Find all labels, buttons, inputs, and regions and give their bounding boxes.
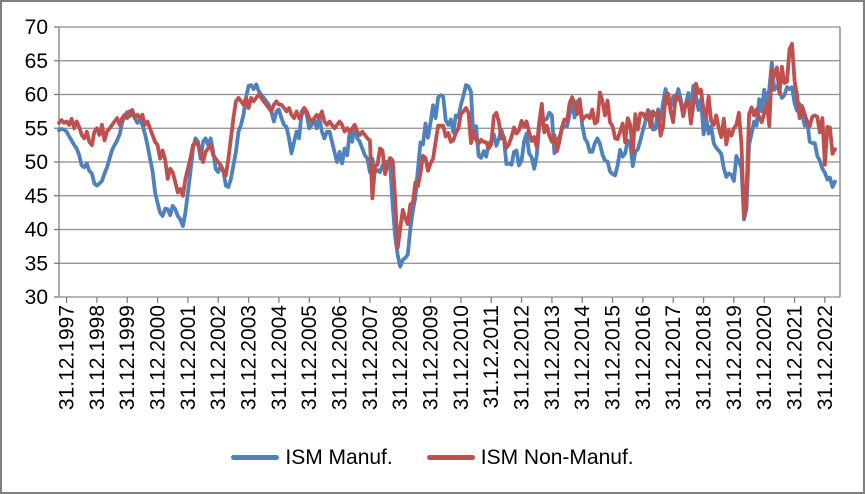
- legend-item-ism-non-manuf: ISM Non-Manuf.: [426, 445, 634, 469]
- x-axis-label: 31.12.2012: [511, 305, 534, 410]
- x-axis-label: 31.12.2005: [298, 305, 321, 410]
- x-axis-label: 31.12.2008: [389, 305, 412, 410]
- x-axis-label: 31.12.1999: [116, 305, 139, 410]
- x-axis-label: 31.12.2016: [632, 305, 655, 410]
- x-axis-label: 31.12.2004: [268, 305, 291, 410]
- legend-line-nonmanuf-icon: [426, 454, 475, 460]
- x-axis-label: 31.12.2020: [753, 305, 776, 410]
- y-axis-label: 55: [25, 117, 48, 140]
- x-axis-label: 31.12.2000: [147, 305, 170, 410]
- x-axis-label: 31.12.2015: [602, 305, 625, 410]
- y-axis-label: 70: [25, 16, 48, 39]
- x-axis-label: 31.12.2010: [450, 305, 473, 410]
- x-axis-label: 31.12.2006: [329, 305, 352, 410]
- x-axis-label: 31.12.2003: [238, 305, 261, 410]
- x-axis-label: 31.12.2002: [207, 305, 230, 410]
- legend-item-ism-manuf: ISM Manuf.: [231, 445, 393, 469]
- y-axis-label: 60: [25, 84, 48, 107]
- x-axis-label: 31.12.1998: [86, 305, 109, 410]
- x-axis-label: 31.12.2022: [814, 305, 837, 410]
- y-axis-label: 50: [25, 151, 48, 174]
- x-axis-label: 31.12.1997: [56, 305, 79, 410]
- x-axis-label: 31.12.2001: [177, 305, 200, 410]
- x-axis-label: 31.12.2018: [693, 305, 716, 410]
- legend-label-nonmanuf: ISM Non-Manuf.: [480, 445, 634, 469]
- legend-label-manuf: ISM Manuf.: [285, 445, 393, 469]
- plot-area: 30 35 40 45 50 55 60 65 70 31.12.1997 31.12.1998 31…: [25, 16, 841, 410]
- chart-legend: ISM Manuf. ISM Non-Manuf.: [2, 440, 863, 474]
- x-axis-label: 31.12.2009: [420, 305, 443, 410]
- x-axis-label: 31.12.2019: [723, 305, 746, 410]
- y-axis-label: 45: [25, 185, 48, 208]
- y-axis-label: 35: [25, 252, 48, 275]
- x-axis-label: 31.12.2013: [541, 305, 564, 410]
- series-line-nonmanuf: [57, 42, 837, 250]
- y-axis-label: 40: [25, 219, 48, 242]
- y-axis-label: 30: [25, 286, 48, 309]
- series-line-manuf: [57, 60, 837, 269]
- x-axis-label: 31.12.2021: [784, 305, 807, 410]
- x-axis-label: 31.12.2014: [571, 305, 594, 410]
- legend-line-manuf-icon: [231, 454, 280, 460]
- x-axis-label: 31.12.2007: [359, 305, 382, 410]
- x-axis-label: 31.12.2017: [662, 305, 685, 410]
- y-axis-label: 65: [25, 50, 48, 73]
- x-axis-label: 31.12.2011: [480, 305, 503, 409]
